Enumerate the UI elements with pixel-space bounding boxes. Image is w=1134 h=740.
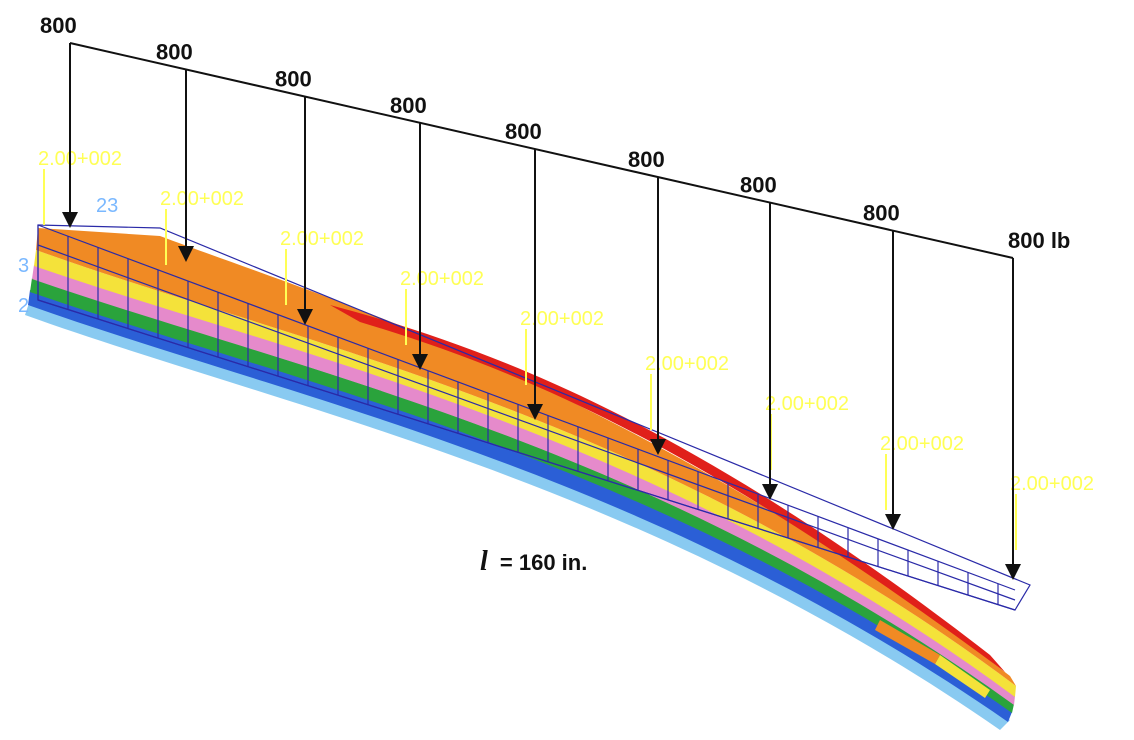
span-symbol: l — [480, 546, 488, 577]
node-value-label: 2.00+002 — [38, 148, 122, 170]
node-value-label: 2.00+002 — [765, 393, 849, 415]
span-label: l = 160 in. — [480, 546, 587, 577]
load-label: 800 — [740, 173, 777, 198]
node-value-label: 2.00+002 — [280, 228, 364, 250]
node-value-label: 2.00+002 — [160, 188, 244, 210]
node-value-label: 2.00+002 — [645, 353, 729, 375]
beam-layer-blue — [28, 290, 1012, 722]
load-distribution-line — [69, 42, 1014, 259]
node-value-labels: 2.00+002 2.00+002 2.00+002 2.00+002 2.00+002… — [38, 148, 1094, 550]
node-value-label: 2.00+002 — [400, 268, 484, 290]
node-id-label: 23 — [96, 195, 118, 217]
mesh-top-edge — [37, 224, 1016, 591]
beam-tip-yellow — [935, 655, 990, 698]
beam-layer-lightblue — [25, 300, 1010, 730]
load-label: 800 — [156, 39, 193, 64]
node-value-label: 2.00+002 — [520, 308, 604, 330]
node-value-label: 2.00+002 — [1010, 473, 1094, 495]
beam-layer-orange-top — [36, 228, 1016, 686]
span-length: = 160 in. — [500, 550, 587, 575]
load-arrow-head — [527, 404, 543, 420]
load-arrow-head — [650, 439, 666, 455]
beam-layer-yellow — [34, 250, 1016, 697]
load-arrow-head — [762, 484, 778, 500]
load-label: 800 — [40, 13, 77, 38]
node-id-label: 2 — [18, 295, 29, 317]
load-arrow-head — [297, 309, 313, 325]
load-arrow-head — [412, 354, 428, 370]
deformed-beam — [25, 228, 1016, 730]
wireframe-mesh — [37, 224, 1031, 611]
load-label: 800 — [390, 93, 427, 118]
load-label: 800 lb — [1008, 228, 1070, 253]
load-arrow-head — [62, 212, 78, 228]
beam-tip-orange — [875, 620, 940, 664]
beam-layer-pink — [32, 265, 1015, 705]
load-arrow-head — [1005, 564, 1021, 580]
node-id-label: 3 — [18, 255, 29, 277]
load-label: 800 — [275, 67, 312, 92]
load-arrow-head — [178, 246, 194, 262]
node-id-labels: 23 3 2 — [18, 195, 118, 317]
mesh-mid-edge — [37, 244, 1016, 601]
load-arrow-head — [885, 514, 901, 530]
load-label: 800 — [863, 201, 900, 226]
load-label: 800 — [505, 119, 542, 144]
load-label: 800 — [628, 147, 665, 172]
load-system: 800 800 800 800 800 800 800 800 800 lb — [40, 13, 1070, 580]
node-value-label: 2.00+002 — [880, 433, 964, 455]
